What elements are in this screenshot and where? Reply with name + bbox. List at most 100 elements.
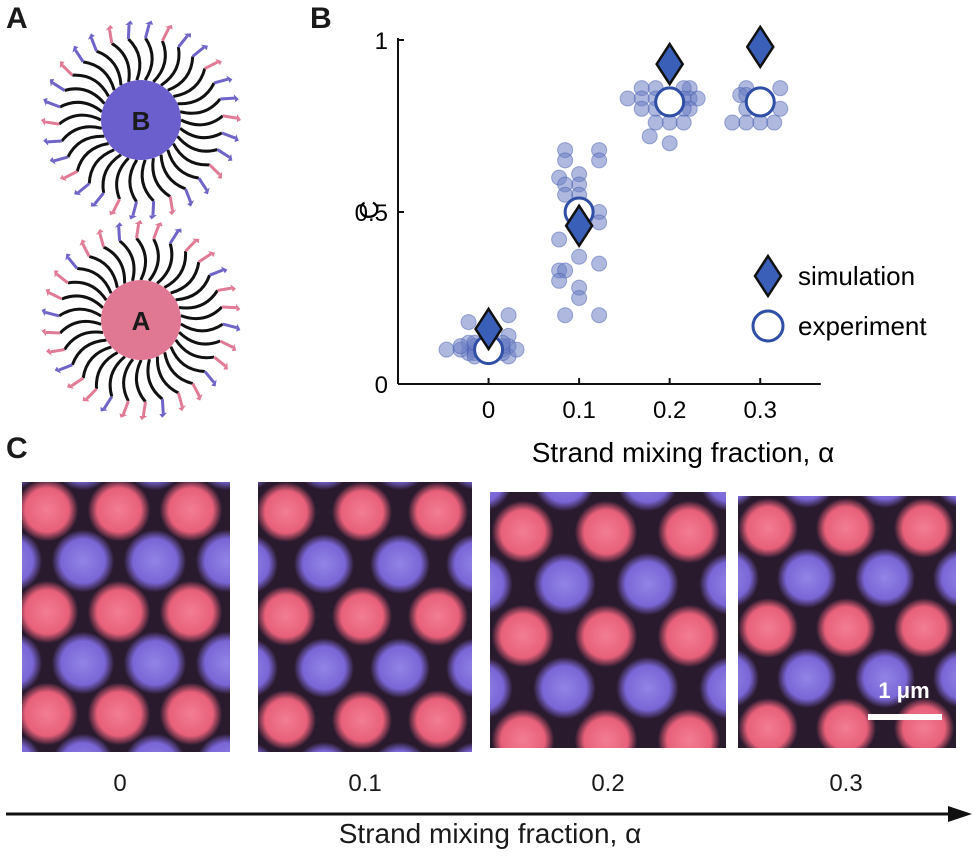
a-particle-spot <box>816 498 876 558</box>
a-particle-spot <box>22 482 79 542</box>
b-particle-spot <box>370 638 430 698</box>
dna-strand <box>64 87 106 105</box>
b-particle <box>101 80 181 160</box>
sticky-end <box>93 192 105 206</box>
b-particle-spot <box>133 482 177 491</box>
b-particle-spot <box>377 742 423 752</box>
b-particle-spot <box>855 548 915 608</box>
dna-strand <box>143 37 154 82</box>
a-particle-spot <box>22 682 79 746</box>
dna-strand <box>72 73 110 98</box>
b-particle-spot <box>22 633 43 693</box>
chart-legend: simulation experiment <box>751 253 927 343</box>
b-particle-spot <box>618 492 677 512</box>
sticky-end-tip <box>128 215 137 220</box>
dna-strand <box>159 154 187 191</box>
sticky-end-tip <box>46 348 52 356</box>
dna-strand <box>151 157 172 198</box>
a-particle-spot <box>657 708 721 748</box>
dna-strand <box>128 158 139 203</box>
b-particle-spot <box>701 492 726 511</box>
panel-b-letter: B <box>310 2 332 35</box>
sticky-end-tip <box>43 98 48 106</box>
b-particle-spot <box>195 631 230 695</box>
sticky-end-tip <box>41 308 46 317</box>
a-particle-spot <box>408 690 468 750</box>
sticky-end-tip <box>65 253 71 261</box>
sample-point <box>591 152 608 169</box>
sticky-end-tip <box>233 94 239 103</box>
chart-axes: 0 0.5 1 0 0.1 0.2 0.3 <box>355 28 821 424</box>
dna-strand <box>170 261 201 295</box>
dna-strand <box>160 46 181 87</box>
a-particle-spot <box>894 498 954 558</box>
b-particle-spot <box>861 496 909 508</box>
sticky-end-tip <box>203 187 210 195</box>
sample-point <box>571 248 588 265</box>
sticky-end-tip <box>230 284 236 292</box>
b-particle-spot <box>699 553 726 615</box>
sticky-end <box>176 392 184 408</box>
sticky-end <box>191 46 205 58</box>
panel-a-letter: A <box>6 2 28 35</box>
b-particle-spot <box>258 743 271 752</box>
b-particle-spot <box>616 656 679 720</box>
a-particle-spot <box>491 500 555 564</box>
a-particle-spot <box>574 708 638 748</box>
b-particle-spot <box>258 639 278 697</box>
sticky-end <box>184 239 197 253</box>
dna-strand <box>110 42 131 83</box>
b-particle-spot <box>126 733 184 752</box>
sticky-end-tip <box>211 379 217 387</box>
sticky-end <box>203 370 216 384</box>
b-particle-spot <box>699 657 726 719</box>
dna-strand <box>82 60 116 91</box>
sticky-end-tip <box>192 238 200 244</box>
sticky-end-tip <box>148 214 157 220</box>
sticky-end-tip <box>87 33 95 40</box>
b-particle-spot <box>22 735 40 752</box>
dna-strand <box>108 355 126 398</box>
sticky-end-tip <box>100 407 108 412</box>
dna-strand <box>178 331 221 346</box>
sample-point <box>452 338 469 355</box>
sticky-end-tip <box>134 220 143 225</box>
sticky-end-tip <box>159 412 168 418</box>
sticky-end <box>208 163 221 176</box>
a-particle-spot <box>258 586 316 646</box>
sticky-end <box>131 201 138 217</box>
b-particle-spot <box>195 529 230 593</box>
panel-c-letter: C <box>6 432 28 465</box>
b-particle-spot <box>51 631 115 695</box>
dna-strand <box>156 242 174 285</box>
sample-point <box>557 307 574 324</box>
sample-point <box>619 90 636 107</box>
sticky-end-tip <box>72 45 79 53</box>
a-particle-spot <box>657 500 721 564</box>
sticky-end <box>197 177 208 191</box>
sticky-end <box>191 382 201 397</box>
a-particle-spot <box>894 698 954 748</box>
sample-point <box>591 255 608 272</box>
sticky-end-tip <box>236 114 241 123</box>
simulation-point <box>474 306 504 352</box>
sample-point <box>647 114 664 131</box>
dna-strand <box>70 338 107 366</box>
simulation-point <box>564 203 594 249</box>
b-particle-spot <box>939 496 956 508</box>
sticky-end <box>102 395 114 410</box>
dna-strand <box>77 267 113 294</box>
simulation-point <box>655 41 685 87</box>
b-particle-spot <box>777 648 837 708</box>
micrograph-0 <box>22 482 230 752</box>
x-tick-label: 0.2 <box>653 397 686 424</box>
sticky-end <box>61 64 74 77</box>
sticky-end-tip <box>125 20 134 26</box>
sample-point <box>772 80 789 97</box>
sticky-end-tip <box>45 288 51 297</box>
sticky-end <box>51 81 66 92</box>
a-particle-spot <box>22 580 79 644</box>
a-particle-strands <box>41 220 241 420</box>
sticky-end-tip <box>236 323 241 332</box>
